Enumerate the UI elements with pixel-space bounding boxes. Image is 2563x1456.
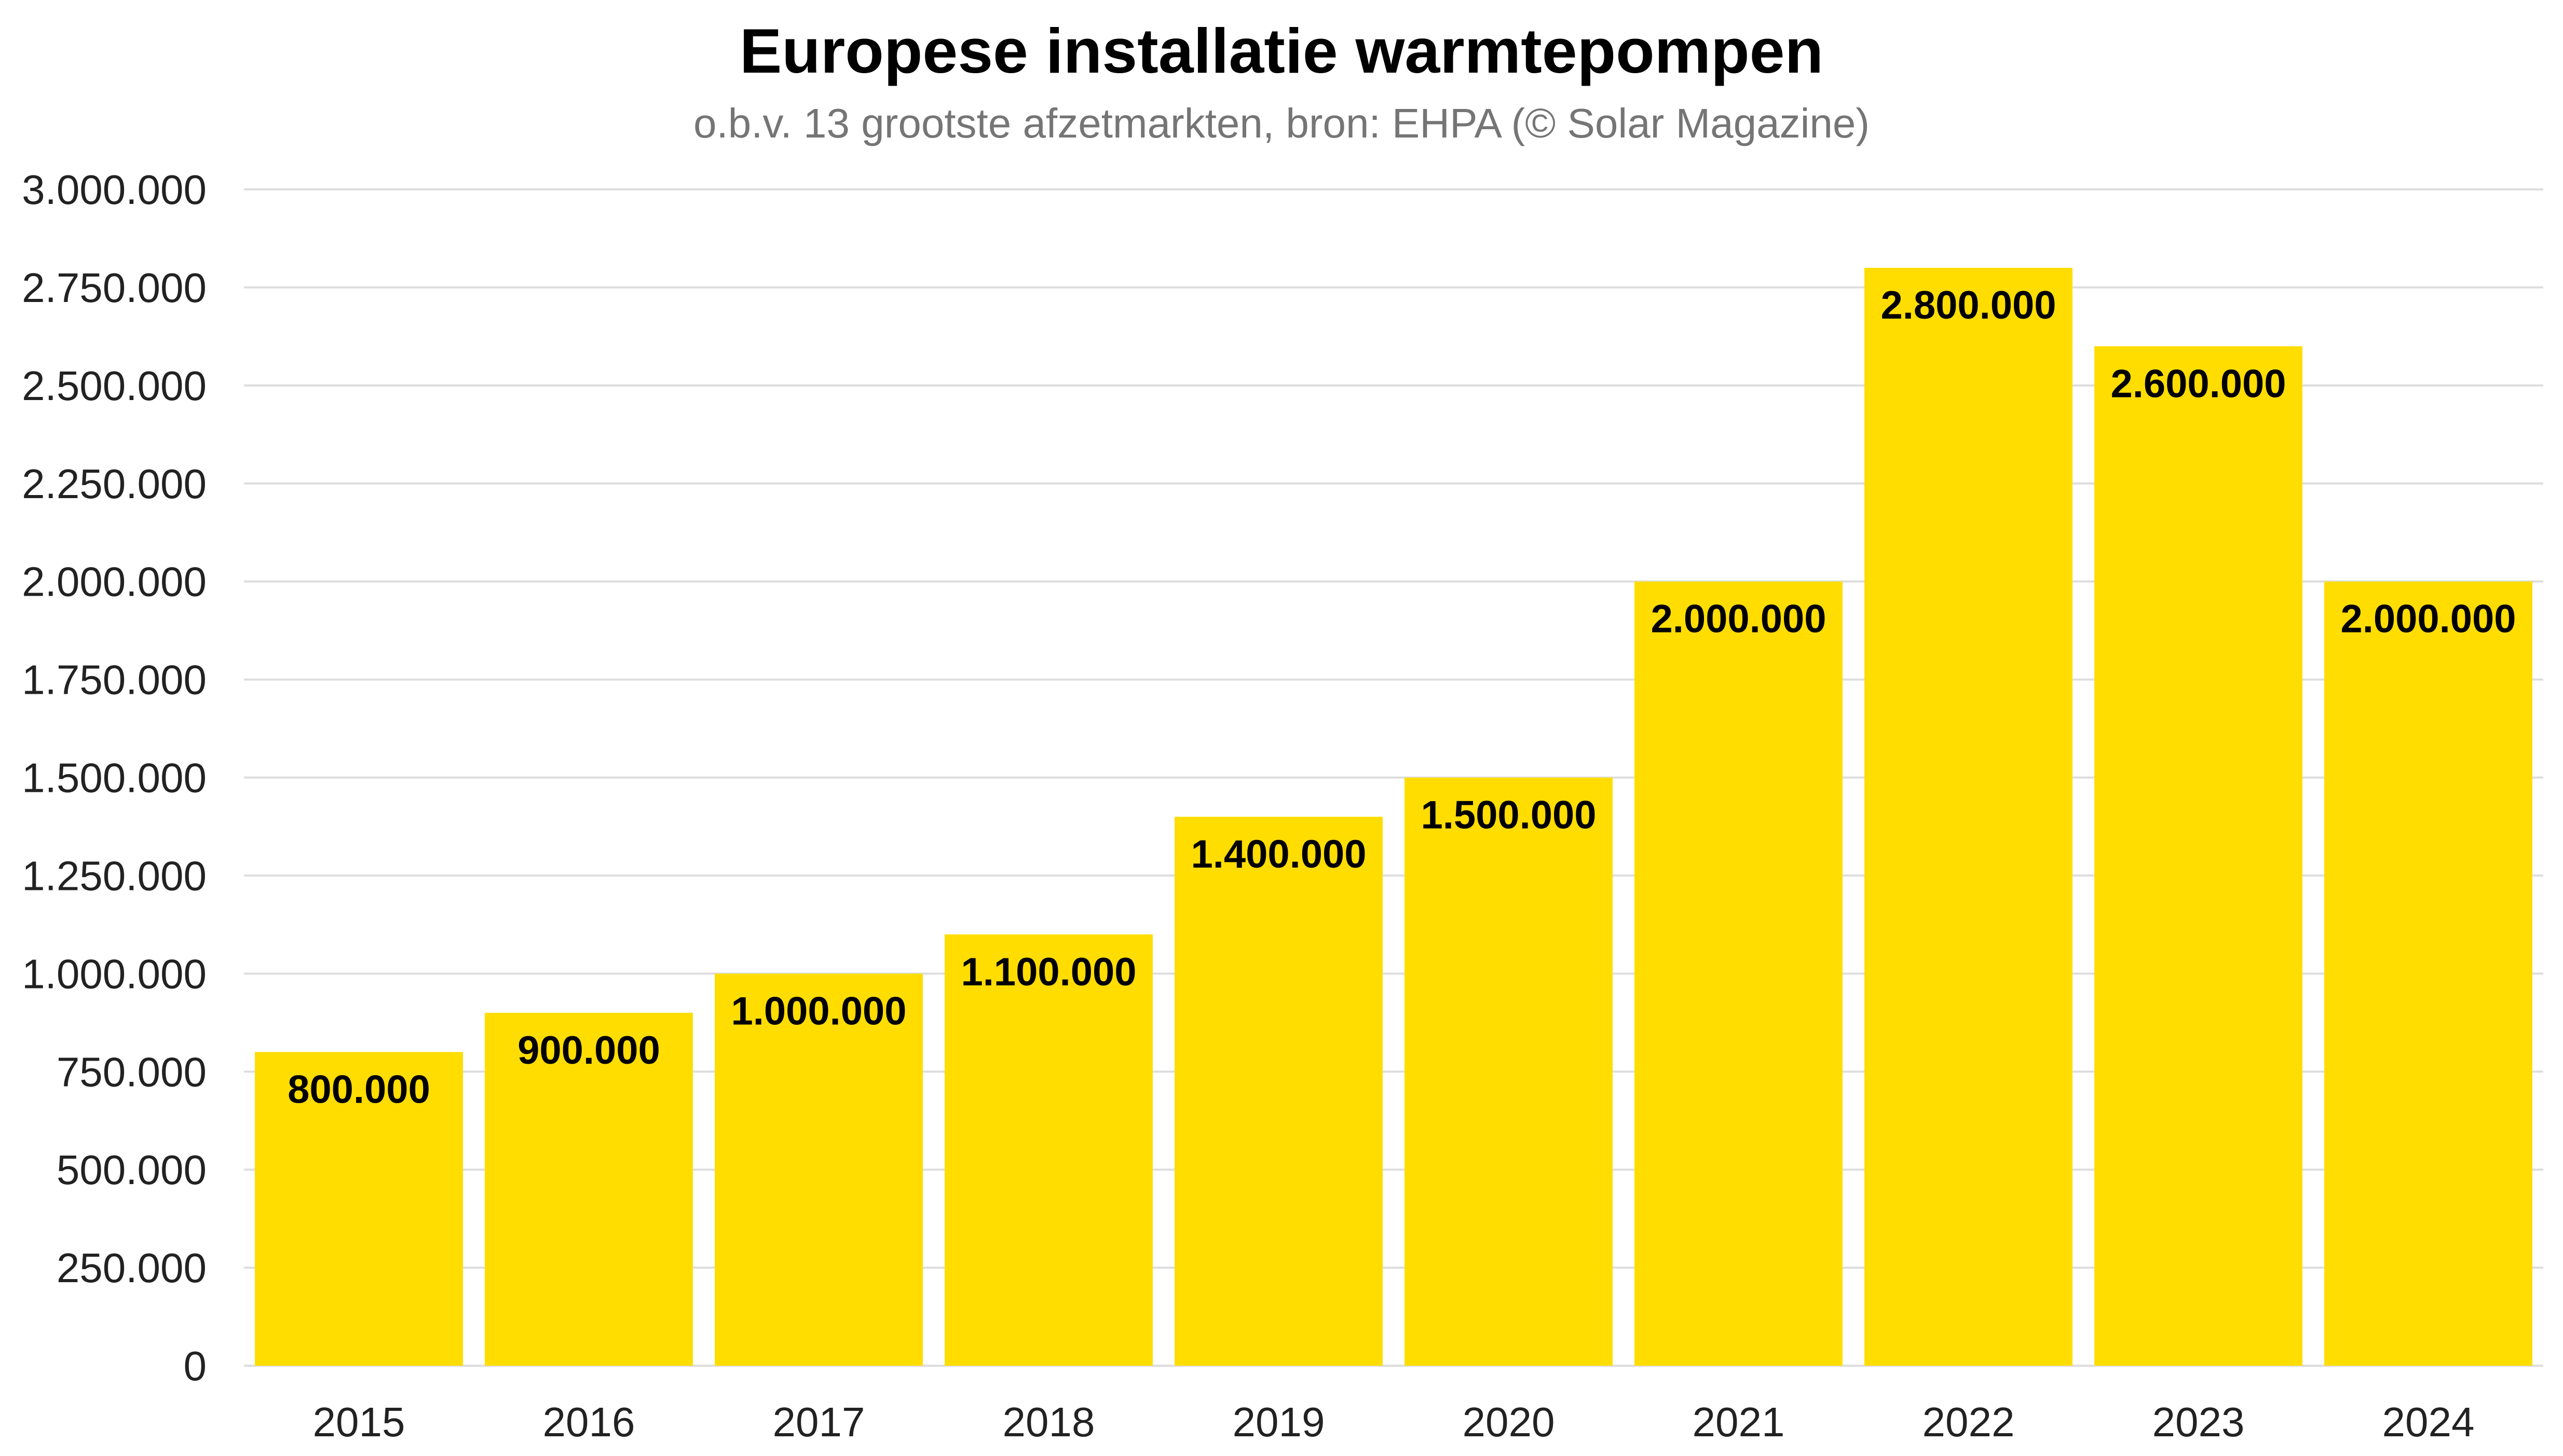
bar <box>1405 777 1613 1366</box>
bar-value-label: 900.000 <box>517 1028 660 1073</box>
x-tick-label: 2016 <box>543 1399 635 1445</box>
bar-value-label: 1.400.000 <box>1191 832 1366 876</box>
bar-value-label: 1.500.000 <box>1421 793 1596 837</box>
y-axis-ticks: 0 250.000 500.000 750.000 1.000.000 1.250.000… <box>22 167 207 1389</box>
y-tick-label: 500.000 <box>57 1147 207 1193</box>
x-axis-ticks: 2015 2016 2017 2018 2019 2020 2021 2022 2023 2024 <box>313 1399 2475 1445</box>
bar-value-labels: 800.000 900.000 1.000.000 1.100.000 1.400.00… <box>288 283 2516 1111</box>
bar <box>255 1052 463 1366</box>
x-tick-label: 2020 <box>1463 1399 1555 1445</box>
y-tick-label: 1.750.000 <box>22 657 207 703</box>
bar-value-label: 2.000.000 <box>1651 597 1826 641</box>
y-tick-label: 1.250.000 <box>22 853 207 899</box>
bar <box>485 1012 693 1366</box>
bar-value-label: 2.600.000 <box>2110 362 2286 406</box>
x-tick-label: 2017 <box>773 1399 865 1445</box>
bar <box>2094 346 2302 1366</box>
chart-title: Europese installatie warmtepompen <box>739 16 1824 86</box>
bars <box>255 268 2532 1366</box>
bar-value-label: 1.000.000 <box>731 989 906 1033</box>
bar-value-label: 1.100.000 <box>961 950 1136 994</box>
bar-value-label: 800.000 <box>288 1067 430 1111</box>
bar <box>2324 581 2532 1366</box>
bar <box>1864 268 2073 1366</box>
x-tick-label: 2015 <box>313 1399 405 1445</box>
y-tick-label: 250.000 <box>57 1245 207 1291</box>
y-tick-label: 2.500.000 <box>22 363 207 409</box>
y-tick-label: 2.000.000 <box>22 559 207 605</box>
bar <box>945 934 1153 1366</box>
bar-value-label: 2.800.000 <box>1880 283 2056 327</box>
y-tick-label: 1.000.000 <box>22 951 207 997</box>
x-tick-label: 2018 <box>1003 1399 1095 1445</box>
x-tick-label: 2024 <box>2382 1399 2475 1445</box>
y-tick-label: 2.750.000 <box>22 265 207 311</box>
y-tick-label: 0 <box>184 1343 207 1389</box>
x-tick-label: 2022 <box>1923 1399 2015 1445</box>
x-tick-label: 2021 <box>1693 1399 1785 1445</box>
x-tick-label: 2019 <box>1233 1399 1325 1445</box>
y-tick-label: 2.250.000 <box>22 461 207 507</box>
bar <box>1634 581 1843 1366</box>
x-tick-label: 2023 <box>2152 1399 2245 1445</box>
y-tick-label: 3.000.000 <box>22 167 207 213</box>
bar <box>1175 817 1383 1366</box>
bar-value-label: 2.000.000 <box>2340 597 2516 641</box>
chart-subtitle: o.b.v. 13 grootste afzetmarkten, bron: E… <box>693 100 1870 146</box>
y-tick-label: 1.500.000 <box>22 755 207 801</box>
bar <box>715 973 923 1366</box>
y-tick-label: 750.000 <box>57 1049 207 1095</box>
